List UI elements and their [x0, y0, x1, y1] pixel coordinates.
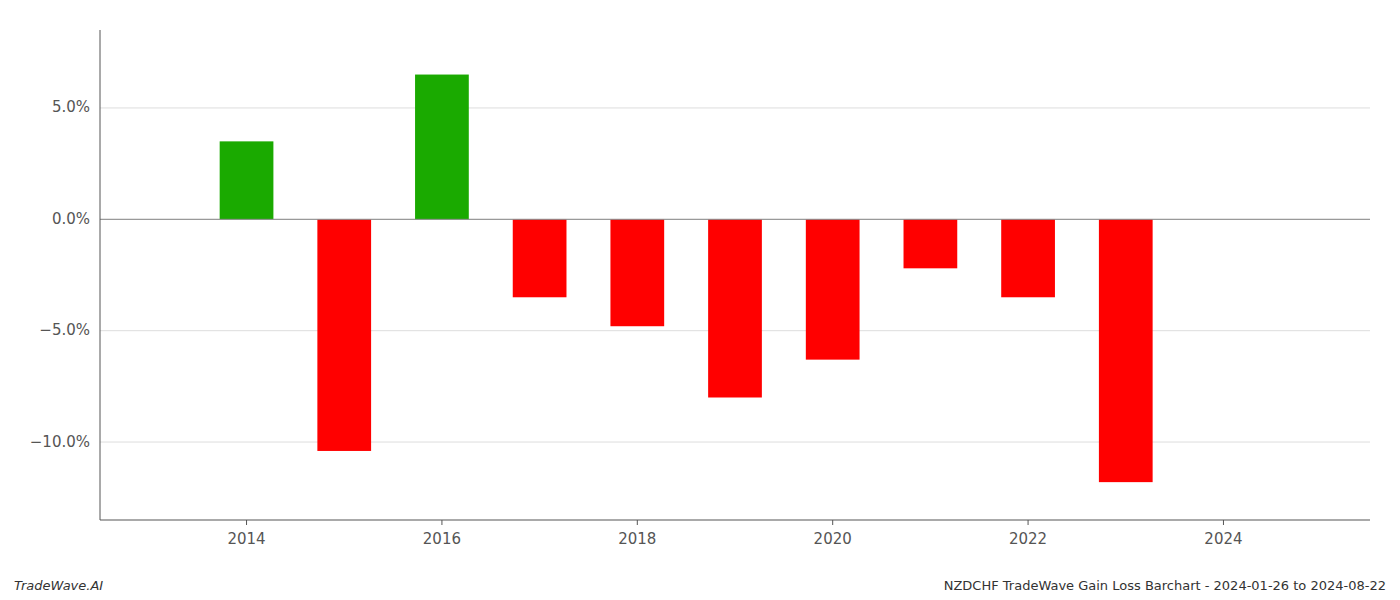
grid-line — [100, 219, 1370, 220]
footer-left: TradeWave.AI — [14, 578, 103, 593]
footer-right: NZDCHF TradeWave Gain Loss Barchart - 20… — [944, 578, 1386, 593]
y-axis-line — [100, 30, 101, 520]
bars — [220, 75, 1153, 483]
x-tick-label: 2020 — [814, 530, 852, 548]
y-tick-labels: −10.0% −5.0% 0.0% 5.0% — [30, 98, 90, 450]
bar — [806, 219, 860, 359]
background — [0, 0, 1400, 600]
bar — [220, 141, 274, 219]
bar — [708, 219, 762, 397]
x-tick-label: 2016 — [423, 530, 461, 548]
bar — [904, 219, 958, 268]
bar — [317, 219, 371, 451]
x-tick — [637, 520, 638, 525]
bar — [415, 75, 469, 220]
x-tick-label: 2022 — [1009, 530, 1047, 548]
x-tick — [1223, 520, 1224, 525]
x-tick — [246, 520, 247, 525]
zero-line — [100, 219, 1370, 220]
chart-svg: −10.0%−5.0%0.0%5.0%201420162018202020222… — [0, 0, 1400, 600]
grid-line — [100, 442, 1370, 443]
chart-container: −10.0%−5.0%0.0%5.0%201420162018202020222… — [0, 0, 1400, 600]
x-tick-label: 2018 — [618, 530, 656, 548]
bar — [1001, 219, 1055, 297]
x-tick — [1028, 520, 1029, 525]
x-tick-label: 2014 — [227, 530, 265, 548]
y-tick-label: −10.0% — [30, 433, 90, 451]
x-tick-label: 2024 — [1204, 530, 1242, 548]
x-axis-line — [100, 520, 1370, 521]
y-tick-label: 5.0% — [52, 98, 90, 116]
bar — [610, 219, 664, 326]
bar — [1099, 219, 1153, 482]
x-axis: 2014 2016 2018 2020 2022 2024 — [227, 520, 1242, 548]
y-tick-label: 0.0% — [52, 210, 90, 228]
grid-line — [100, 107, 1370, 108]
x-tick — [441, 520, 442, 525]
bar — [513, 219, 567, 297]
y-grid — [100, 108, 1370, 442]
x-tick — [832, 520, 833, 525]
y-tick-label: −5.0% — [39, 321, 90, 339]
